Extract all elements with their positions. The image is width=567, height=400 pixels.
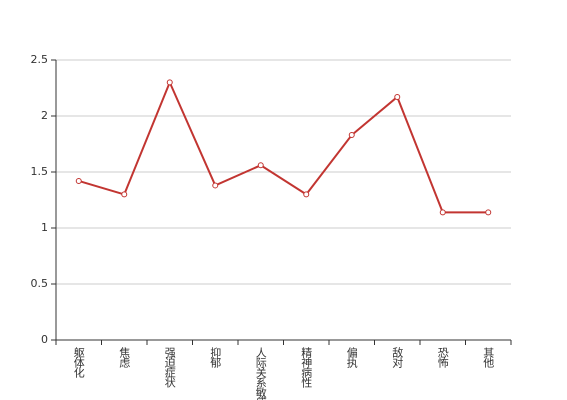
x-tick-label: 恐怖 [436,347,449,368]
data-point [75,177,82,184]
data-point [348,132,355,139]
data-point [257,162,264,169]
data-point [485,209,492,216]
x-tick-label: 躯体化 [72,347,85,379]
data-line [78,79,489,214]
y-tick-label: 2.5 [31,53,49,66]
x-tick-label: 强迫症状 [163,347,176,388]
x-tick-label: 偏执 [345,346,358,369]
data-point [212,182,219,189]
x-tick-label: 焦虑 [118,347,131,368]
data-point [439,209,446,216]
data-point [394,93,401,100]
x-tick-label: 人际关系敏感 [254,347,267,400]
data-point [121,191,128,198]
y-tick-label: 0 [41,333,48,346]
data-point [303,191,310,198]
y-tick-label: 0.5 [31,277,49,290]
y-tick-label: 1 [41,221,48,234]
x-tick-label: 抑郁 [209,346,222,368]
x-tick-label: 其他 [482,347,495,368]
y-tick-label: 2 [41,109,48,122]
y-tick-label: 1.5 [31,165,49,178]
x-tick-label: 精神病性 [300,347,313,389]
x-tick-label: 敌对 [391,346,404,368]
data-point [166,79,173,86]
